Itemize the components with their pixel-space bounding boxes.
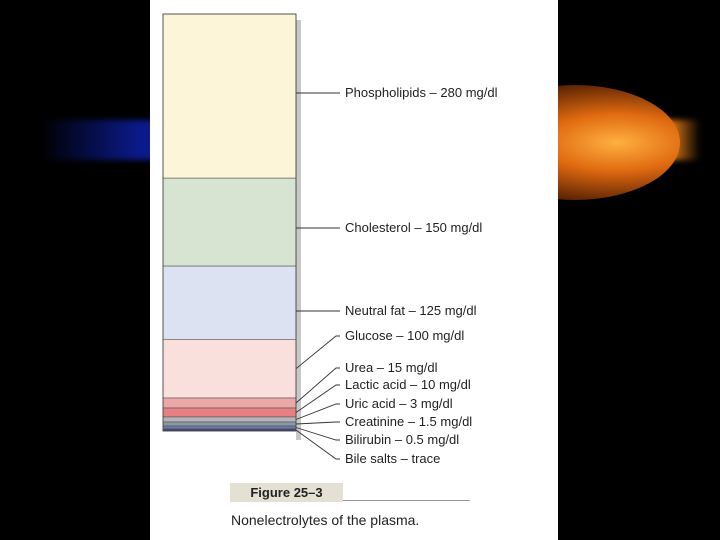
segment-label-0: Phospholipids – 280 mg/dl: [345, 85, 498, 100]
leader-line-7: [295, 421, 340, 425]
segment-0: [162, 13, 297, 179]
column-shadow: [296, 20, 301, 440]
segment-3: [162, 339, 297, 399]
segment-6: [162, 416, 297, 423]
segment-label-6: Uric acid – 3 mg/dl: [345, 396, 453, 411]
leader-line-4: [295, 367, 340, 404]
segment-7: [162, 421, 297, 427]
segment-label-4: Urea – 15 mg/dl: [345, 360, 438, 375]
figure-caption: Nonelectrolytes of the plasma.: [231, 512, 420, 528]
segment-1: [162, 177, 297, 267]
segment-label-3: Glucose – 100 mg/dl: [345, 328, 464, 343]
leader-line-6: [295, 403, 340, 420]
segment-label-2: Neutral fat – 125 mg/dl: [345, 303, 477, 318]
segment-label-8: Bilirubin – 0.5 mg/dl: [345, 432, 459, 447]
segment-label-9: Bile salts – trace: [345, 451, 440, 466]
leader-line-8: [295, 427, 340, 441]
segment-2: [162, 265, 297, 340]
figure-title: Figure 25–3: [230, 483, 343, 502]
leader-line-9: [295, 429, 340, 460]
segment-label-7: Creatinine – 1.5 mg/dl: [345, 414, 472, 429]
segment-4: [162, 397, 297, 409]
segment-label-5: Lactic acid – 10 mg/dl: [345, 377, 471, 392]
segment-label-1: Cholesterol – 150 mg/dl: [345, 220, 482, 235]
segment-5: [162, 407, 297, 418]
segment-8: [162, 425, 297, 430]
figure-title-rule: [343, 500, 470, 501]
column-outline: [162, 13, 297, 432]
leader-line-3: [295, 335, 340, 370]
leader-line-5: [295, 384, 340, 413]
